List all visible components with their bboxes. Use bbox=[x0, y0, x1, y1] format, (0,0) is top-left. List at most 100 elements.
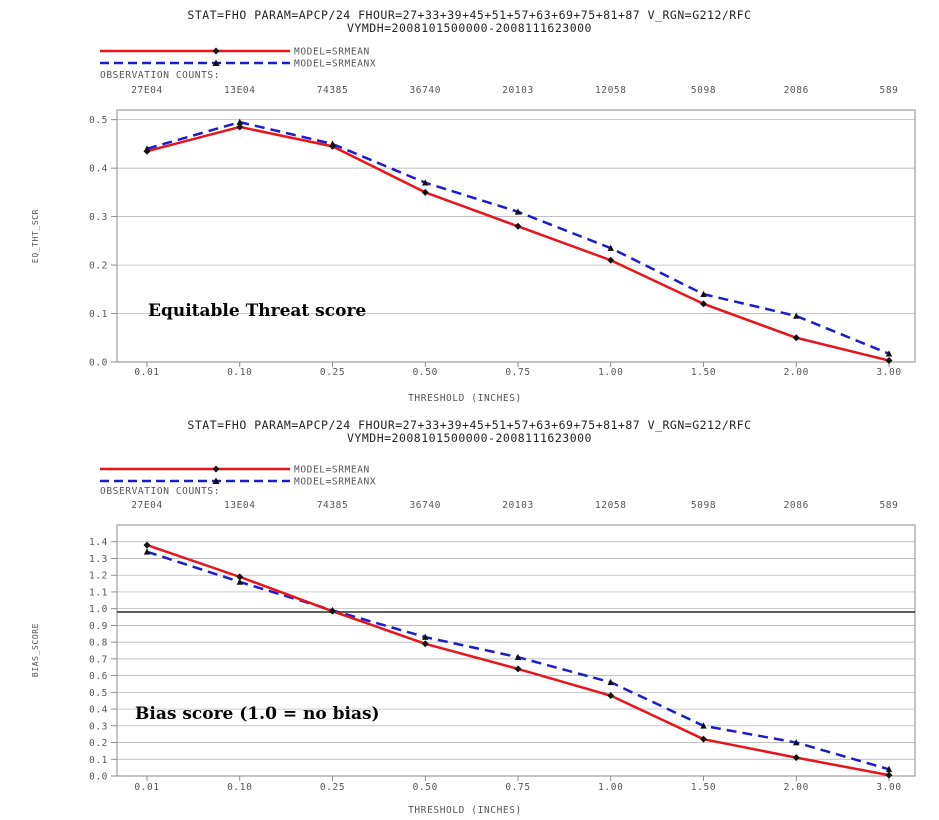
plot-frame bbox=[116, 109, 916, 363]
observation-count: 13E04 bbox=[224, 500, 256, 511]
observation-count: 20103 bbox=[502, 500, 534, 511]
data-point bbox=[329, 606, 336, 614]
y-tick-label: 1.1 bbox=[89, 587, 108, 598]
x-tick-label: 1.50 bbox=[691, 782, 716, 793]
y-tick-label: 0.0 bbox=[89, 772, 108, 783]
legend-label: MODEL=SRMEAN bbox=[294, 47, 370, 58]
chart-header-line1: STAT=FHO PARAM=APCP/24 FHOUR=27+33+39+45… bbox=[187, 418, 752, 432]
data-point bbox=[885, 350, 893, 357]
series-line bbox=[146, 125, 890, 362]
legend-marker bbox=[212, 59, 220, 66]
y-axis-label: BIAS_SCORE bbox=[31, 623, 40, 677]
x-tick-label: 1.00 bbox=[598, 782, 623, 793]
data-point bbox=[143, 145, 151, 152]
y-tick-label: 0.5 bbox=[89, 115, 108, 126]
y-tick-label: 0.0 bbox=[89, 358, 108, 369]
y-tick-label: 0.1 bbox=[89, 755, 108, 766]
observation-count: 5098 bbox=[691, 85, 716, 96]
observation-count: 36740 bbox=[409, 500, 441, 511]
data-point bbox=[792, 334, 800, 342]
x-tick-label: 0.01 bbox=[134, 367, 159, 378]
observation-count: 5098 bbox=[691, 500, 716, 511]
legend-label: MODEL=SRMEANX bbox=[294, 477, 376, 488]
data-point bbox=[329, 140, 336, 147]
observation-count: 589 bbox=[880, 500, 899, 511]
x-tick-label: 0.75 bbox=[505, 782, 530, 793]
chart-header-line2: VYMDH=2008101500000-2008111623000 bbox=[347, 21, 592, 35]
data-point bbox=[607, 256, 615, 264]
ets-chart-panel: STAT=FHO PARAM=APCP/24 FHOUR=27+33+39+45… bbox=[31, 8, 916, 404]
bias-chart-panel: STAT=FHO PARAM=APCP/24 FHOUR=27+33+39+45… bbox=[0, 410, 939, 820]
data-point bbox=[700, 722, 707, 729]
x-tick-label: 0.01 bbox=[134, 782, 159, 793]
data-point bbox=[421, 640, 429, 648]
data-point bbox=[514, 653, 522, 660]
x-tick-label: 2.00 bbox=[784, 367, 809, 378]
data-point bbox=[885, 771, 893, 779]
observation-count: 36740 bbox=[409, 85, 441, 96]
y-tick-label: 1.0 bbox=[89, 604, 108, 615]
data-point bbox=[422, 179, 429, 186]
data-point bbox=[143, 541, 151, 549]
data-point bbox=[421, 188, 429, 196]
data-point bbox=[236, 573, 244, 581]
observation-counts-label: OBSERVATION COUNTS: bbox=[100, 70, 220, 81]
observation-count: 589 bbox=[880, 85, 899, 96]
x-tick-label: 0.50 bbox=[413, 367, 438, 378]
y-tick-label: 0.2 bbox=[89, 738, 108, 749]
observation-count: 27E04 bbox=[131, 85, 163, 96]
y-tick-label: 1.4 bbox=[89, 537, 108, 548]
observation-count: 20103 bbox=[502, 85, 534, 96]
observation-count: 13E04 bbox=[224, 85, 256, 96]
legend-marker bbox=[212, 477, 220, 484]
y-tick-label: 0.5 bbox=[89, 688, 108, 699]
chart-header-line1: STAT=FHO PARAM=APCP/24 FHOUR=27+33+39+45… bbox=[187, 8, 752, 22]
y-tick-label: 0.8 bbox=[89, 638, 108, 649]
data-point bbox=[514, 665, 522, 673]
x-tick-label: 1.50 bbox=[691, 367, 716, 378]
series-line bbox=[146, 543, 890, 777]
y-tick-label: 1.2 bbox=[89, 571, 108, 582]
chart-annotation: Equitable Threat score bbox=[148, 301, 366, 321]
data-point bbox=[236, 123, 244, 131]
data-point bbox=[792, 754, 800, 762]
y-tick-label: 0.4 bbox=[89, 705, 108, 716]
y-tick-label: 0.2 bbox=[89, 261, 108, 272]
x-tick-label: 1.00 bbox=[598, 367, 623, 378]
x-axis-label: THRESHOLD (INCHES) bbox=[408, 393, 522, 404]
data-point bbox=[885, 357, 893, 365]
x-tick-label: 3.00 bbox=[876, 367, 901, 378]
data-point bbox=[514, 208, 522, 215]
observation-count: 27E04 bbox=[131, 500, 163, 511]
x-tick-label: 0.75 bbox=[505, 367, 530, 378]
x-tick-label: 0.10 bbox=[227, 782, 252, 793]
observation-count: 12058 bbox=[595, 500, 627, 511]
y-tick-label: 0.4 bbox=[89, 164, 108, 175]
legend-marker bbox=[212, 47, 220, 55]
data-point bbox=[793, 312, 800, 319]
data-point bbox=[236, 578, 243, 585]
data-point bbox=[607, 244, 614, 251]
y-axis-label: EQ_THT_SCR bbox=[31, 209, 40, 263]
plot-frame bbox=[116, 524, 916, 777]
data-point bbox=[236, 118, 243, 125]
observation-count: 2086 bbox=[784, 500, 809, 511]
y-tick-label: 0.9 bbox=[89, 621, 108, 632]
observation-count: 2086 bbox=[784, 85, 809, 96]
y-tick-label: 0.1 bbox=[89, 309, 108, 320]
x-tick-label: 0.10 bbox=[227, 367, 252, 378]
data-point bbox=[700, 735, 707, 743]
x-tick-label: 3.00 bbox=[876, 782, 901, 793]
chart-header-line2: VYMDH=2008101500000-2008111623000 bbox=[347, 431, 592, 445]
observation-count: 74385 bbox=[317, 85, 349, 96]
y-tick-label: 0.6 bbox=[89, 671, 108, 682]
y-tick-label: 1.3 bbox=[89, 554, 108, 565]
x-tick-label: 2.00 bbox=[784, 782, 809, 793]
data-point bbox=[422, 633, 429, 640]
chart-annotation: Bias score (1.0 = no bias) bbox=[135, 704, 380, 724]
data-point bbox=[793, 739, 800, 746]
data-point bbox=[885, 765, 893, 773]
data-point bbox=[607, 692, 615, 700]
observation-count: 74385 bbox=[317, 500, 349, 511]
